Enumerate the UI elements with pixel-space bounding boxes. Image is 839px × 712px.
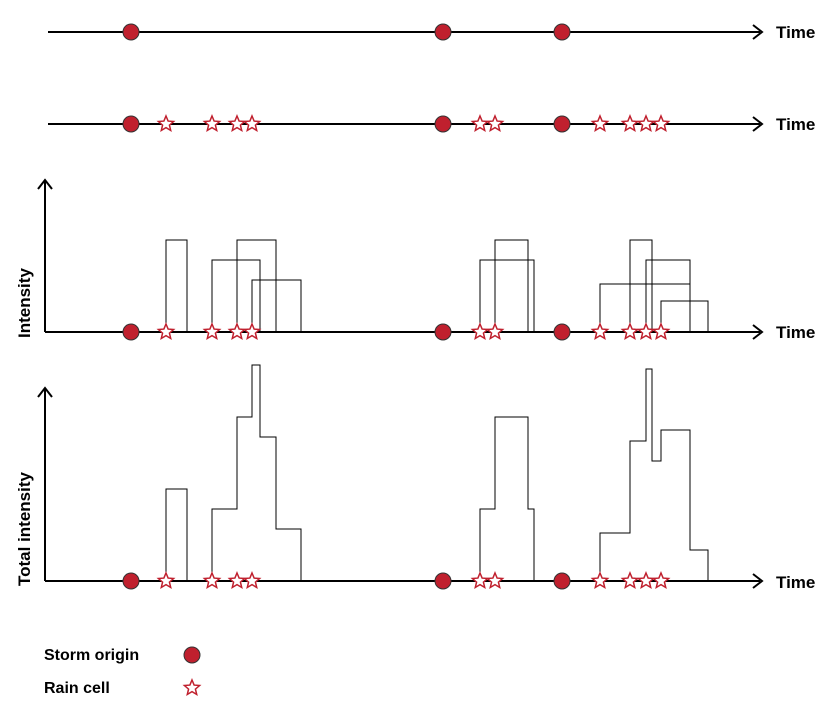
rain-cell-marker <box>590 571 610 590</box>
arrow-right-icon <box>752 24 764 40</box>
legend-storm-origin-label: Storm origin <box>44 647 139 664</box>
storm-origin-marker <box>122 23 140 41</box>
arrow-right-icon <box>752 573 764 589</box>
storm-origin-marker <box>553 115 571 133</box>
rain-cell-marker <box>651 322 671 341</box>
cell-pulse-rect <box>660 300 709 333</box>
rain-cell-marker <box>620 322 640 341</box>
rain-cell-marker <box>242 571 262 590</box>
rain-cell-marker <box>156 322 176 341</box>
rain-cell-marker <box>470 114 490 133</box>
storm-origin-marker <box>434 23 452 41</box>
cell-pulse-rect <box>645 259 691 333</box>
rain-cell-marker <box>470 571 490 590</box>
cell-timeline-row: Time <box>48 114 815 134</box>
rain-cell-marker <box>651 114 671 133</box>
total-intensity-panel: Total intensity Time <box>15 364 815 592</box>
rain-cell-marker <box>227 322 247 341</box>
arrow-right-icon <box>752 116 764 132</box>
cell-pulse-rect <box>494 239 529 333</box>
rain-cell-marker <box>636 114 656 133</box>
legend-rain-cell-label: Rain cell <box>44 680 110 697</box>
storm-timeline-row: Time <box>48 23 815 42</box>
storm-origin-marker <box>434 323 452 341</box>
legend: Storm origin Rain cell <box>44 646 202 697</box>
storm-origin-marker <box>434 572 452 590</box>
y-axis-label: Total intensity <box>15 471 34 586</box>
rain-cell-marker <box>485 571 505 590</box>
storm-origin-marker <box>122 572 140 590</box>
storm-origin-marker <box>553 572 571 590</box>
cell-pulse-rect <box>211 259 261 333</box>
cell-pulse-rect <box>165 239 188 333</box>
rain-cell-marker <box>620 114 640 133</box>
rain-cell-marker <box>156 114 176 133</box>
rain-cell-icon <box>182 678 202 697</box>
arrow-up-icon <box>37 178 53 190</box>
rain-cell-marker <box>590 114 610 133</box>
rain-cell-marker <box>590 322 610 341</box>
storm-origin-marker <box>553 323 571 341</box>
rain-cell-marker <box>470 322 490 341</box>
rain-cell-marker <box>202 322 222 341</box>
storm-origin-icon <box>183 646 201 664</box>
rain-cell-marker <box>651 571 671 590</box>
cell-pulse-rect <box>629 239 653 333</box>
rain-cell-marker <box>242 322 262 341</box>
y-axis-label: Intensity <box>15 268 34 338</box>
cell-pulse-rect <box>236 239 277 333</box>
rain-cell-marker <box>227 114 247 133</box>
rain-cell-marker <box>242 114 262 133</box>
storm-origin-marker <box>553 23 571 41</box>
rain-cell-marker <box>156 571 176 590</box>
rain-cell-marker <box>202 571 222 590</box>
storm-origin-marker <box>122 323 140 341</box>
storm-origin-marker <box>434 115 452 133</box>
rain-cell-marker <box>202 114 222 133</box>
time-axis-label: Time <box>776 115 815 134</box>
intensity-panel: Intensity Time <box>15 178 815 342</box>
rain-cell-marker <box>636 322 656 341</box>
cell-pulse-rect <box>479 259 535 333</box>
rain-cell-marker <box>485 322 505 341</box>
time-axis-label: Time <box>776 323 815 342</box>
total-intensity-outline <box>165 364 709 581</box>
rain-cell-marker <box>620 571 640 590</box>
rain-cell-marker <box>227 571 247 590</box>
storm-origin-marker <box>122 115 140 133</box>
rain-cell-marker <box>636 571 656 590</box>
time-axis-label: Time <box>776 23 815 42</box>
arrow-right-icon <box>752 324 764 340</box>
arrow-up-icon <box>37 386 53 398</box>
rain-cell-marker <box>485 114 505 133</box>
time-axis-label: Time <box>776 573 815 592</box>
